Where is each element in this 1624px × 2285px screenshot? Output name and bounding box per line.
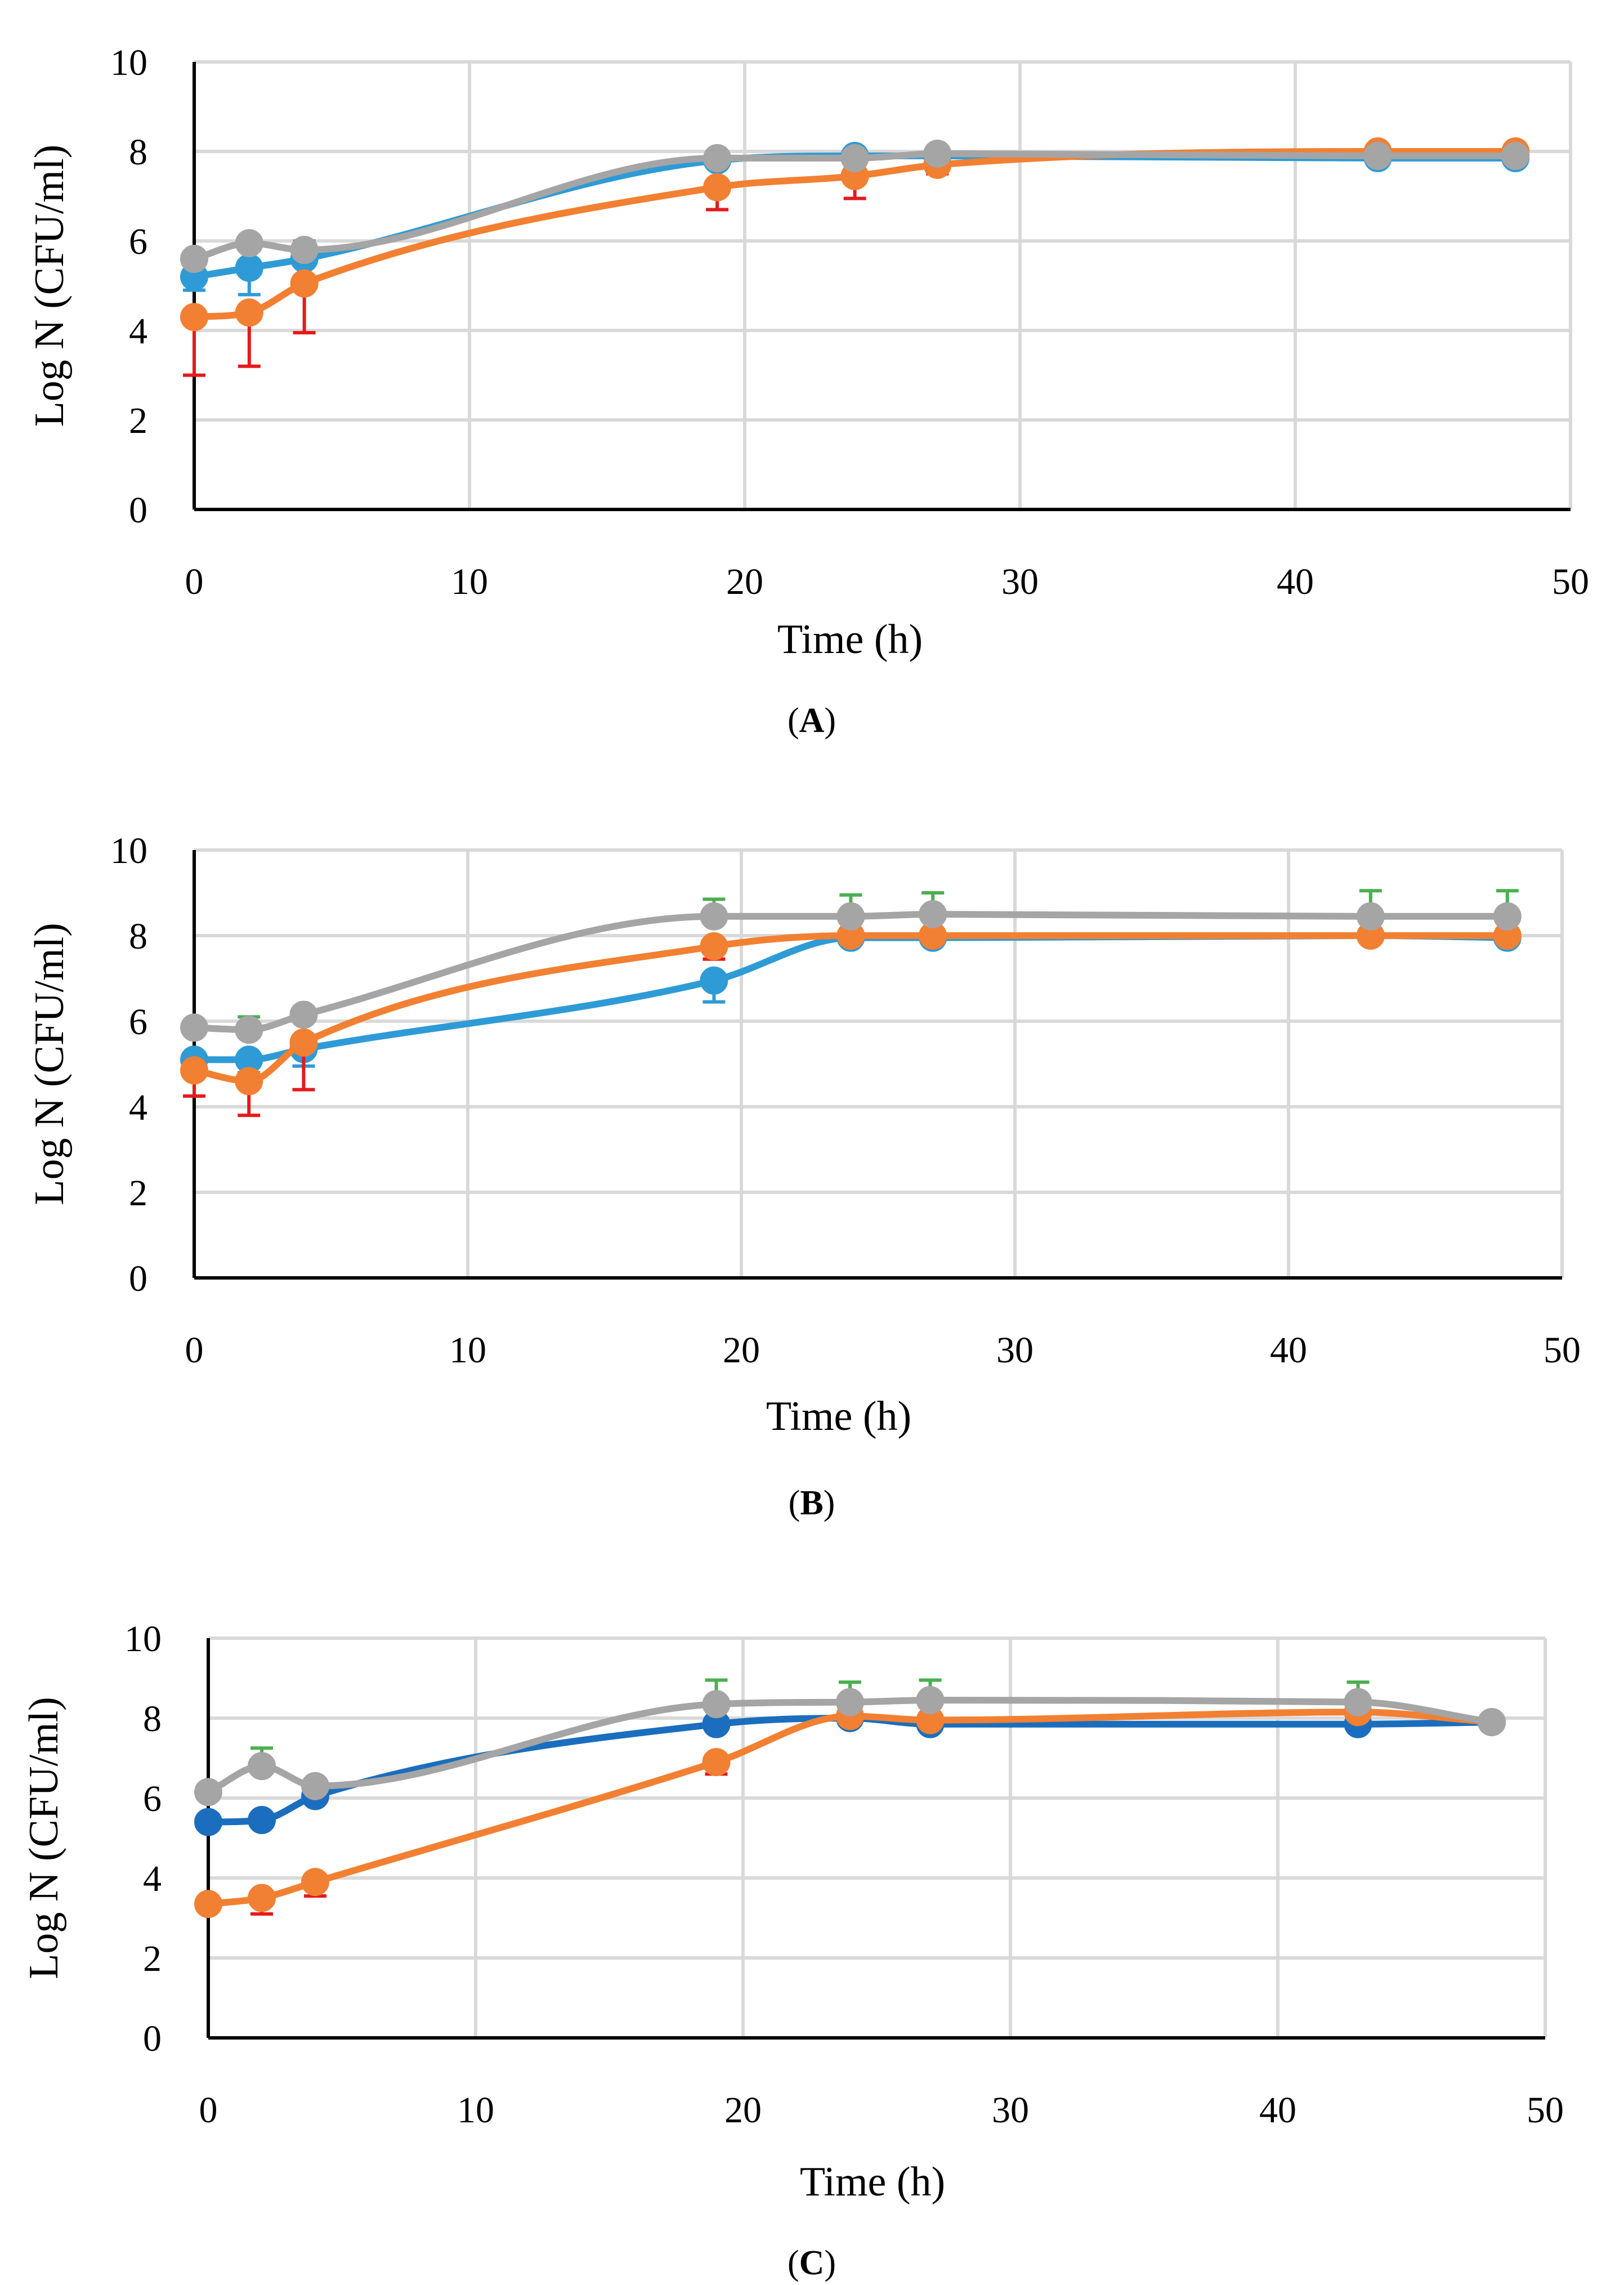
y-tick-label: 2 (129, 1173, 147, 1214)
y-tick-label: 6 (129, 221, 147, 262)
data-point (700, 932, 728, 960)
data-point (1493, 902, 1522, 931)
data-point (1501, 141, 1530, 170)
y-axis-title: Log N (CFU/ml) (26, 923, 73, 1205)
data-point (235, 253, 263, 282)
x-tick-label: 10 (451, 561, 488, 602)
data-point (702, 1690, 731, 1719)
chart-panel-C: 0 10 20 30 40 50 0 2 4 6 8 10 Time (h) Log N (CFU/ml)… (21, 1618, 1564, 2282)
y-tick-label: 10 (124, 1618, 162, 1660)
series-3 (194, 1678, 1506, 1806)
y-tick-label: 0 (129, 490, 147, 531)
y-tick-label: 0 (129, 1258, 147, 1299)
x-tick-label: 50 (1552, 561, 1589, 602)
y-tick-label: 4 (129, 1087, 147, 1128)
y-axis-title: Log N (CFU/ml) (26, 145, 73, 427)
data-point (700, 966, 728, 995)
y-tick-label: 4 (129, 311, 147, 352)
x-tick-label: 0 (185, 561, 204, 602)
x-tick-label: 20 (723, 1330, 760, 1371)
panel-label-letter: C (799, 2244, 825, 2282)
data-point (248, 1806, 276, 1835)
data-point (289, 1000, 318, 1029)
y-tick-label: 8 (129, 132, 147, 173)
series-3 (180, 139, 1530, 273)
y-tick-label: 4 (143, 1858, 162, 1899)
y-tick-label: 8 (129, 916, 147, 957)
panel-label: (A) (788, 701, 836, 740)
y-tick-label: 10 (110, 830, 147, 871)
data-point (840, 144, 869, 172)
chart-panel-B: 0 10 20 30 40 50 0 2 4 6 8 10 Time (h) Log N (CFU/ml)… (26, 830, 1581, 1522)
data-point (180, 1056, 208, 1085)
data-point (1363, 141, 1392, 170)
data-point (1356, 902, 1385, 931)
data-point (919, 900, 947, 928)
series-line (191, 932, 1511, 1085)
data-point (836, 1688, 864, 1716)
data-point (235, 1067, 263, 1095)
data-point (923, 139, 952, 168)
x-tick-label: 30 (1001, 561, 1039, 602)
x-tick-label: 40 (1270, 1330, 1307, 1371)
data-point (194, 1778, 222, 1806)
x-tick-label: 30 (996, 1330, 1034, 1371)
data-point (1478, 1708, 1506, 1737)
data-point (248, 1752, 276, 1781)
data-point (180, 303, 208, 332)
data-point (702, 1748, 731, 1777)
x-tick-label: 10 (457, 2090, 494, 2131)
x-tick-label: 30 (992, 2090, 1029, 2131)
x-tick-label: 0 (185, 1330, 204, 1371)
data-point (289, 1029, 318, 1057)
y-tick-label: 6 (129, 1001, 147, 1043)
data-point (836, 902, 865, 931)
y-tick-label: 2 (143, 1938, 162, 1979)
series-2 (180, 922, 1522, 1117)
y-tick-label: 2 (129, 400, 147, 441)
x-tick-label: 50 (1527, 2090, 1564, 2131)
data-point (916, 1686, 945, 1715)
data-point (290, 269, 319, 298)
panel-label: (C) (788, 2244, 836, 2282)
y-tick-label: 8 (143, 1698, 162, 1740)
data-point (703, 144, 732, 172)
data-point (248, 1884, 276, 1912)
data-point (235, 298, 263, 327)
data-point (290, 235, 319, 264)
x-tick-label: 40 (1277, 561, 1314, 602)
x-axis-title: Time (h) (800, 2159, 945, 2205)
data-point (180, 244, 208, 273)
data-point (194, 1808, 222, 1836)
panel-label: (B) (789, 1484, 835, 1522)
chart-panel-A: 0 10 20 30 40 50 0 2 4 6 8 10 Time (h) Log N (CFU/ml)… (26, 42, 1589, 740)
x-axis-title: Time (h) (766, 1393, 911, 1439)
panel-label-letter: B (800, 1484, 823, 1522)
data-point (194, 1890, 222, 1919)
panel-label-letter: A (799, 701, 825, 740)
y-tick-label: 10 (110, 42, 147, 83)
x-tick-label: 20 (724, 2090, 762, 2131)
x-tick-label: 20 (726, 561, 763, 602)
data-point (180, 1013, 208, 1042)
x-tick-label: 0 (199, 2090, 218, 2131)
data-point (235, 229, 263, 257)
data-point (1344, 1688, 1372, 1716)
x-tick-label: 10 (449, 1330, 486, 1371)
series-2 (194, 1698, 1506, 1919)
x-axis-title: Time (h) (777, 616, 923, 663)
y-axis-title: Log N (CFU/ml) (21, 1697, 67, 1979)
y-tick-label: 6 (143, 1778, 162, 1819)
data-point (235, 1016, 263, 1044)
data-point (301, 1772, 329, 1800)
y-tick-label: 0 (143, 2018, 162, 2059)
series-3 (180, 889, 1522, 1044)
data-point (700, 902, 728, 931)
data-point (703, 173, 732, 202)
data-point (301, 1868, 329, 1897)
x-tick-label: 50 (1544, 1330, 1581, 1371)
x-tick-label: 40 (1259, 2090, 1296, 2131)
